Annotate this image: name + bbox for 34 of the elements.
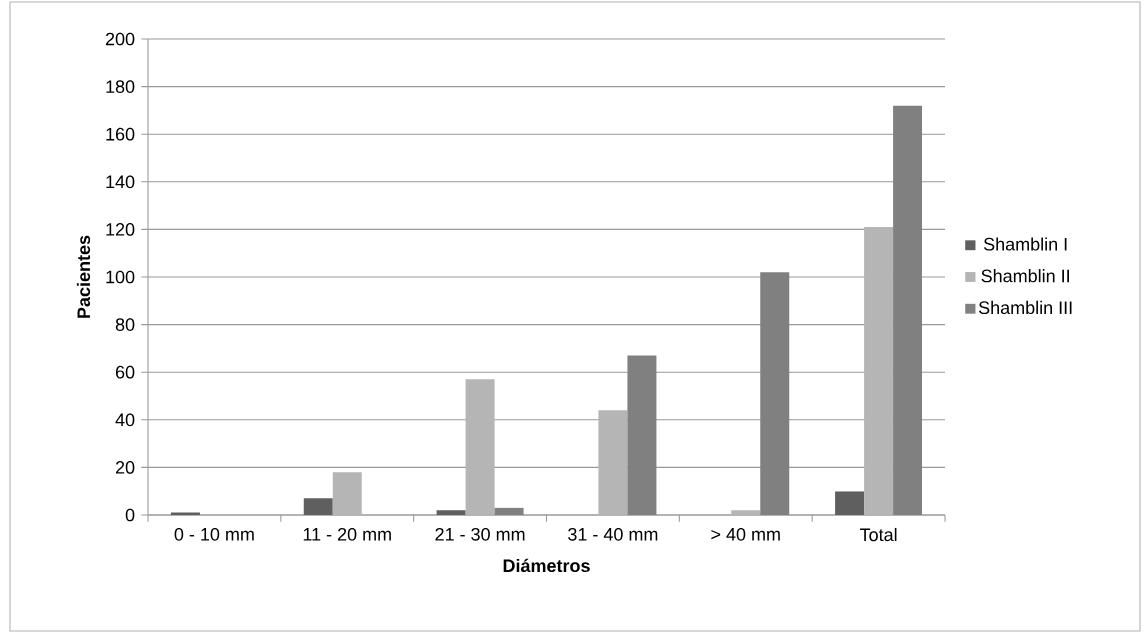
y-tick-label: 40 xyxy=(115,413,135,427)
y-tick-label: 200 xyxy=(105,32,135,46)
y-tick-label: 60 xyxy=(115,365,135,379)
x-tick-label: > 40 mm xyxy=(711,527,780,541)
bar xyxy=(627,355,657,515)
bar xyxy=(332,472,362,515)
y-tick-label: 80 xyxy=(115,318,135,331)
x-axis-title: Diámetros xyxy=(503,558,590,573)
y-tick-label: 120 xyxy=(106,223,135,236)
bar xyxy=(864,227,894,515)
bar xyxy=(303,498,333,515)
bar xyxy=(598,410,628,515)
x-tick-label: Total xyxy=(859,527,897,542)
y-tick-label: 140 xyxy=(106,175,135,189)
legend-label: Shamblin II xyxy=(981,269,1069,283)
y-axis-title: Pacientes xyxy=(76,235,91,318)
bar xyxy=(436,510,466,515)
bar xyxy=(494,507,524,515)
bar xyxy=(731,510,761,515)
y-tick-label: 180 xyxy=(106,80,135,93)
bar xyxy=(893,105,923,515)
bar xyxy=(760,272,790,515)
x-tick-label: 0 - 10 mm xyxy=(174,527,254,541)
y-tick-label: 160 xyxy=(106,127,135,141)
legend-label: Shamblin III xyxy=(978,300,1072,315)
y-tick-label: 0 xyxy=(125,508,135,522)
bar xyxy=(835,491,865,515)
x-tick-label: 11 - 20 mm xyxy=(303,527,391,541)
legend-label: Shamblin I xyxy=(983,237,1067,251)
y-tick-label: 20 xyxy=(115,461,135,474)
bar xyxy=(465,379,495,515)
y-tick-label: 100 xyxy=(106,270,135,284)
x-tick-label: 31 - 40 mm xyxy=(568,527,658,541)
x-tick-label: 21 - 30 mm xyxy=(435,527,525,541)
